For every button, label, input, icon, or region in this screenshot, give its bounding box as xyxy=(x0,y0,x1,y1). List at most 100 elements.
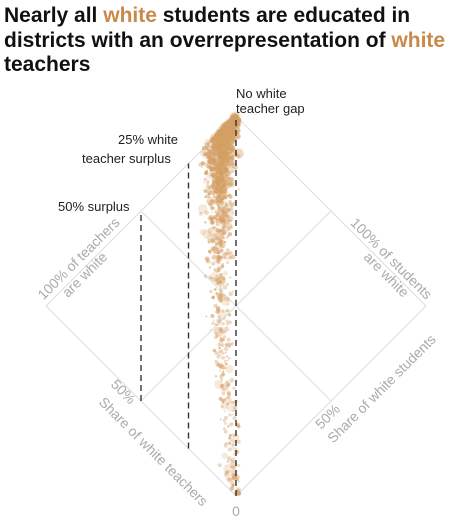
district-dot xyxy=(206,164,211,169)
district-dot xyxy=(229,137,232,140)
district-dot xyxy=(219,132,224,137)
district-dot xyxy=(225,122,230,127)
district-dot xyxy=(219,160,225,166)
district-dot xyxy=(224,145,229,150)
district-dot xyxy=(222,127,225,130)
district-dot xyxy=(232,115,237,120)
district-dot xyxy=(228,442,231,445)
district-dot xyxy=(226,176,229,180)
district-dot xyxy=(214,201,218,205)
district-dot xyxy=(228,131,231,134)
district-dot xyxy=(231,114,238,121)
district-dot xyxy=(215,334,219,338)
district-dot xyxy=(222,130,227,136)
district-dot xyxy=(214,134,218,138)
district-dot xyxy=(220,159,223,162)
district-dot xyxy=(224,130,229,135)
district-dot xyxy=(218,210,224,217)
district-dot xyxy=(230,160,233,163)
district-dot xyxy=(228,121,231,124)
district-dot xyxy=(222,125,227,130)
district-dot xyxy=(226,121,231,126)
district-dot xyxy=(219,317,222,320)
district-dot xyxy=(223,139,226,142)
district-dot xyxy=(209,166,212,169)
district-dot xyxy=(228,255,233,260)
district-dot xyxy=(216,133,219,136)
district-dot xyxy=(218,193,222,197)
district-dot xyxy=(220,167,223,170)
district-dot xyxy=(216,132,220,136)
district-dot xyxy=(198,162,204,167)
district-dot xyxy=(228,439,236,447)
district-dot xyxy=(228,193,231,196)
district-dot xyxy=(218,183,221,186)
district-dot xyxy=(216,130,222,136)
district-dot xyxy=(215,167,219,172)
district-dot xyxy=(234,117,238,120)
district-dot xyxy=(225,123,229,127)
district-dot xyxy=(206,159,212,164)
district-dot xyxy=(220,176,231,187)
district-dot xyxy=(219,129,223,133)
district-dot xyxy=(213,148,217,152)
district-dot xyxy=(218,131,221,134)
district-dot xyxy=(218,151,223,155)
district-dot xyxy=(225,141,230,146)
district-dot xyxy=(221,127,225,131)
district-dot xyxy=(211,139,214,142)
district-dot xyxy=(226,120,232,126)
district-dot xyxy=(234,115,239,119)
district-dot xyxy=(213,144,218,149)
district-dot xyxy=(216,254,221,260)
district-dot xyxy=(221,151,226,156)
district-dot xyxy=(217,342,222,347)
district-dot xyxy=(227,119,233,125)
district-dot xyxy=(227,122,232,127)
district-dot xyxy=(220,143,223,145)
district-dot xyxy=(214,134,218,139)
district-dot xyxy=(225,124,228,127)
district-dot xyxy=(226,215,231,219)
district-dot xyxy=(204,189,209,194)
district-dot xyxy=(223,346,229,352)
district-dot xyxy=(218,288,224,293)
district-dot xyxy=(215,132,221,137)
district-dot xyxy=(218,157,221,159)
district-dot xyxy=(215,303,218,306)
district-dot xyxy=(215,142,218,145)
district-dot xyxy=(220,143,226,149)
district-dot xyxy=(233,117,237,121)
district-dot xyxy=(214,177,217,180)
district-dot xyxy=(228,433,232,437)
district-dot xyxy=(229,121,231,123)
district-dot xyxy=(237,491,241,495)
district-dot xyxy=(214,149,220,154)
district-dot xyxy=(223,124,228,129)
district-dot xyxy=(224,367,227,370)
district-dot xyxy=(222,125,227,130)
district-dot xyxy=(225,143,229,147)
district-dot xyxy=(209,206,214,211)
district-dot xyxy=(227,124,231,128)
district-dot xyxy=(220,208,225,213)
district-dot xyxy=(228,121,231,124)
district-dot xyxy=(209,141,211,143)
district-dot xyxy=(226,129,230,133)
district-dot xyxy=(211,246,216,251)
district-dot xyxy=(218,297,223,302)
district-dot xyxy=(224,139,227,142)
district-dot xyxy=(204,221,207,224)
district-dot xyxy=(231,117,235,121)
district-dot xyxy=(216,131,221,136)
district-dot xyxy=(237,123,240,125)
district-dot xyxy=(212,145,216,148)
district-dot xyxy=(227,140,230,144)
district-dot xyxy=(232,386,236,391)
district-dot xyxy=(220,129,223,132)
district-dot xyxy=(222,158,233,169)
district-dot xyxy=(199,211,203,216)
district-dot xyxy=(225,145,230,149)
district-dot xyxy=(227,129,232,134)
district-dot xyxy=(222,126,226,130)
